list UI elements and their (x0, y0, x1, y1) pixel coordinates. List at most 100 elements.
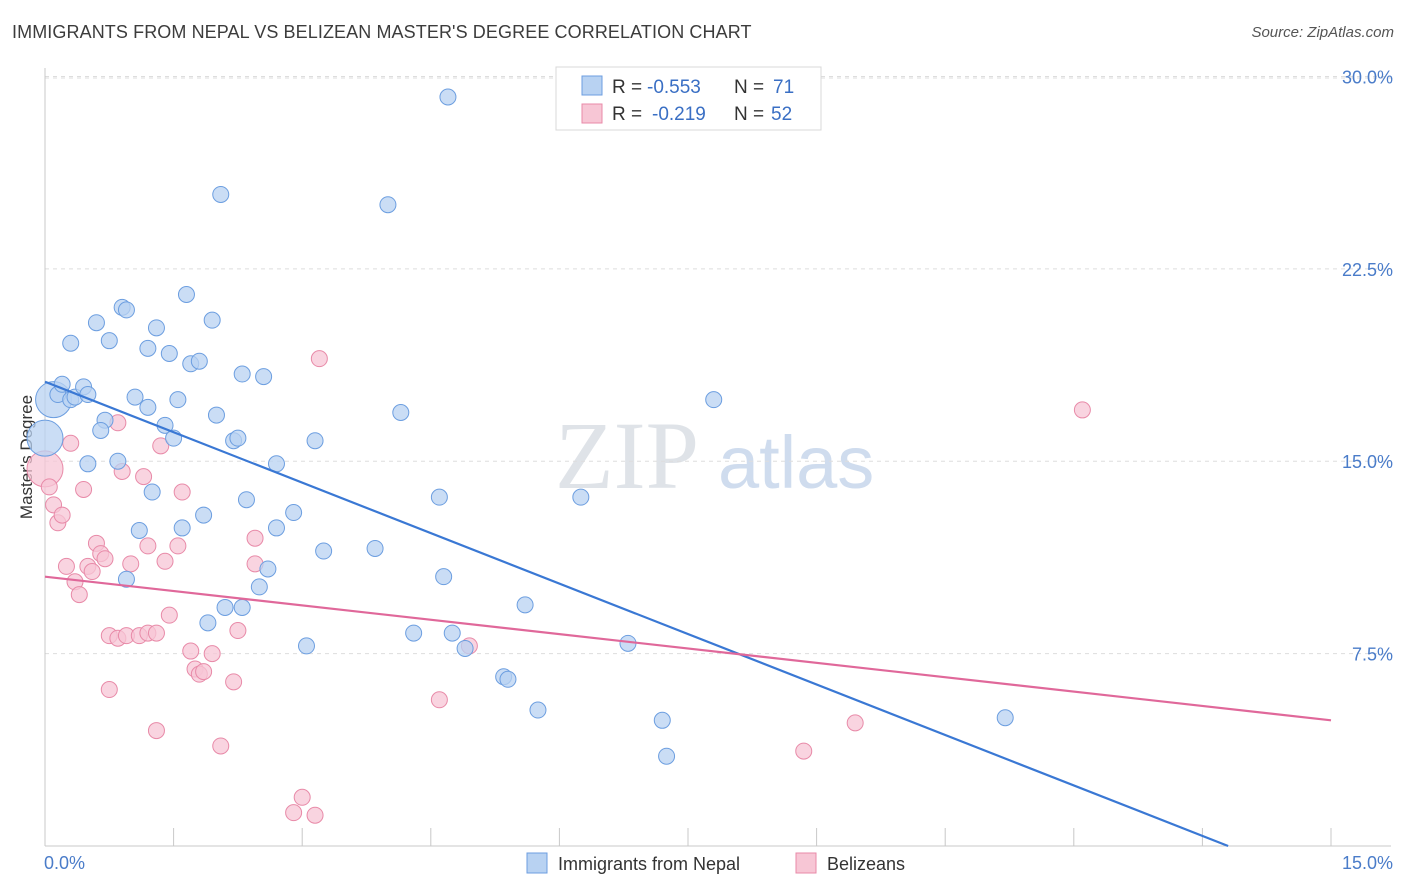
nepal-point (117, 301, 135, 319)
nepal-point (130, 521, 148, 539)
belizeans-point (293, 788, 311, 806)
watermark-atlas: atlas (718, 421, 874, 504)
belizeans-point (53, 506, 71, 524)
nepal-point (92, 421, 110, 439)
belizeans-point (430, 691, 448, 709)
belizeans-point (100, 681, 118, 699)
nepal-point (435, 568, 453, 586)
belizeans-point (152, 437, 170, 455)
nepal-point (109, 452, 127, 470)
nepal-point (177, 286, 195, 304)
nepal-point (160, 345, 178, 363)
nepal-point (392, 404, 410, 422)
nepal-point (456, 639, 474, 657)
belizeans-point (83, 563, 101, 581)
x-tick-label-min: 0.0% (44, 853, 85, 873)
legend-r-value-belizeans: -0.219 (652, 104, 706, 125)
belizeans-point (70, 586, 88, 604)
nepal-point (572, 488, 590, 506)
nepal-point (147, 319, 165, 337)
belizeans-point (795, 742, 813, 760)
nepal-point (203, 311, 221, 329)
belizeans-point (246, 529, 264, 547)
nepal-point (250, 578, 268, 596)
belizeans-point (310, 350, 328, 368)
belizeans-point (225, 673, 243, 691)
nepal-point (62, 334, 80, 352)
legend-r-label-belizeans: R = (612, 104, 642, 125)
gridlines (45, 75, 1391, 655)
y-tick-label: 30.0% (1342, 67, 1393, 87)
series-legend-swatch-belizeans (795, 852, 817, 874)
nepal-point (126, 388, 144, 406)
belizeans-points (26, 350, 1091, 824)
belizeans-point (203, 645, 221, 663)
belizeans-point (57, 557, 75, 575)
nepal-point (306, 432, 324, 450)
nepal-point (169, 391, 187, 409)
belizeans-point (169, 537, 187, 555)
nepal-point (443, 624, 461, 642)
nepal-point (212, 185, 230, 203)
legend-n-label-nepal: N = (734, 77, 764, 98)
nepal-point (199, 614, 217, 632)
nepal-point (255, 368, 273, 386)
belizeans-point (285, 804, 303, 822)
nepal-point (658, 747, 676, 765)
belizeans-point (195, 663, 213, 681)
nepal-trend-line (44, 380, 1229, 848)
stats-legend: R = -0.553 N = 71 R = -0.219 N = 52 (555, 66, 822, 131)
nepal-point (237, 491, 255, 509)
legend-swatch-nepal (581, 75, 603, 96)
belizeans-point (75, 480, 93, 498)
belizeans-point (182, 642, 200, 660)
legend-n-label-belizeans: N = (734, 104, 764, 125)
nepal-point (996, 709, 1014, 727)
series-legend-label-belizeans: Belizeans (827, 854, 905, 874)
series-legend-label-nepal: Immigrants from Nepal (558, 854, 740, 874)
nepal-point (143, 483, 161, 501)
nepal-point (259, 560, 277, 578)
nepal-point (26, 419, 64, 457)
nepal-point (653, 711, 671, 729)
nepal-point (430, 488, 448, 506)
belizeans-point (147, 624, 165, 642)
nepal-point (79, 455, 97, 473)
nepal-point (207, 406, 225, 424)
nepal-points (26, 88, 1014, 765)
nepal-point (516, 596, 534, 614)
nepal-point (439, 88, 457, 106)
trend-lines (44, 380, 1332, 848)
belizeans-point (62, 434, 80, 452)
nepal-point (285, 504, 303, 522)
legend-r-label-nepal: R = (612, 77, 642, 98)
belizeans-point (147, 722, 165, 740)
x-tick-label-max: 15.0% (1342, 853, 1393, 873)
nepal-point (405, 624, 423, 642)
nepal-point (190, 352, 208, 370)
nepal-point (297, 637, 315, 655)
series-legend-swatch-nepal (526, 852, 548, 874)
belizeans-point (212, 737, 230, 755)
belizeans-point (173, 483, 191, 501)
nepal-point (139, 398, 157, 416)
belizeans-point (139, 537, 157, 555)
belizeans-trend-line (44, 575, 1332, 722)
belizeans-point (229, 622, 247, 640)
nepal-point (267, 519, 285, 537)
nepal-point (195, 506, 213, 524)
legend-n-value-belizeans: 52 (771, 104, 792, 125)
y-tick-labels: 7.5% 15.0% 22.5% 30.0% (1342, 67, 1393, 664)
belizeans-point (135, 468, 153, 486)
belizeans-point (160, 606, 178, 624)
legend-r-value-nepal: -0.553 (647, 77, 701, 98)
legend-swatch-belizeans (581, 103, 603, 124)
belizeans-point (40, 478, 58, 496)
nepal-point (100, 332, 118, 350)
nepal-point (87, 314, 105, 332)
y-tick-label: 22.5% (1342, 260, 1393, 280)
chart-title: IMMIGRANTS FROM NEPAL VS BELIZEAN MASTER… (12, 22, 752, 42)
nepal-point (216, 598, 234, 616)
y-tick-label: 15.0% (1342, 452, 1393, 472)
